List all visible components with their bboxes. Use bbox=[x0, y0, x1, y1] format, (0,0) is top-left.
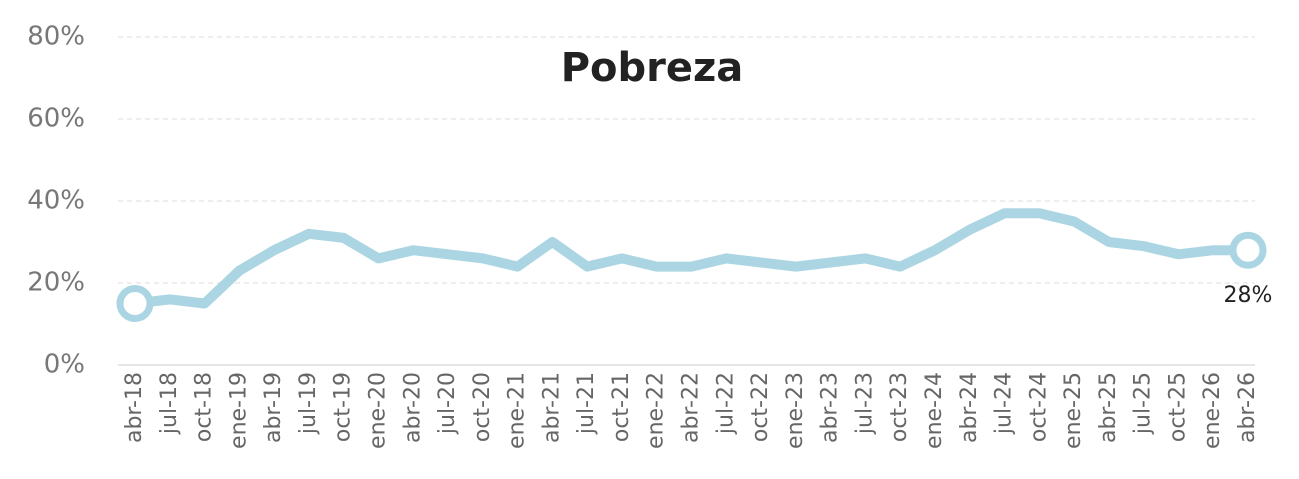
x-tick-label: jul-18 bbox=[157, 372, 182, 435]
x-tick-label: abr-18 bbox=[122, 372, 147, 443]
x-tick-label: ene-21 bbox=[505, 372, 530, 449]
data-label: 28% bbox=[1224, 283, 1273, 308]
x-tick-label: ene-25 bbox=[1061, 372, 1086, 449]
chart-title: Pobreza bbox=[561, 45, 744, 91]
endpoint-marker bbox=[1229, 231, 1267, 269]
x-tick-label: jul-21 bbox=[574, 372, 599, 435]
x-tick-label: ene-19 bbox=[226, 372, 251, 449]
x-tick-label: abr-19 bbox=[261, 372, 286, 443]
x-tick-label: oct-22 bbox=[748, 372, 773, 442]
x-tick-label: ene-24 bbox=[922, 372, 947, 449]
y-tick-label: 80% bbox=[27, 22, 85, 52]
x-tick-label: jul-19 bbox=[296, 372, 321, 435]
x-tick-label: oct-25 bbox=[1165, 372, 1190, 442]
x-tick-label: ene-22 bbox=[644, 372, 669, 449]
x-tick-label: ene-20 bbox=[365, 372, 390, 449]
x-tick-label: oct-24 bbox=[1026, 372, 1051, 442]
line bbox=[130, 208, 1253, 309]
x-tick-label: ene-26 bbox=[1200, 372, 1225, 449]
x-tick-label: jul-22 bbox=[713, 372, 738, 435]
endpoint-marker bbox=[116, 285, 154, 322]
x-tick-label: oct-20 bbox=[470, 372, 495, 442]
y-tick-label: 60% bbox=[27, 104, 85, 134]
x-tick-label: abr-26 bbox=[1235, 372, 1260, 443]
x-tick-label: abr-24 bbox=[957, 372, 982, 443]
y-tick-label: 40% bbox=[27, 186, 85, 216]
x-tick-label: abr-21 bbox=[539, 372, 564, 443]
y-tick-label: 20% bbox=[27, 268, 85, 298]
x-tick-label: jul-24 bbox=[992, 372, 1017, 435]
y-tick-label: 0% bbox=[44, 350, 85, 380]
x-tick-label: jul-20 bbox=[435, 372, 460, 435]
x-tick-label: abr-25 bbox=[1096, 372, 1121, 443]
x-tick-label: abr-22 bbox=[679, 372, 704, 443]
x-tick-label: jul-25 bbox=[1131, 372, 1156, 435]
x-tick-label: jul-23 bbox=[852, 372, 877, 435]
x-tick-label: oct-23 bbox=[887, 372, 912, 442]
x-tick-label: abr-23 bbox=[818, 372, 843, 443]
x-tick-label: oct-18 bbox=[192, 372, 217, 442]
x-tick-label: oct-19 bbox=[331, 372, 356, 442]
x-tick-label: abr-20 bbox=[400, 372, 425, 443]
x-tick-label: ene-23 bbox=[783, 372, 808, 449]
x-tick-label: oct-21 bbox=[609, 372, 634, 442]
